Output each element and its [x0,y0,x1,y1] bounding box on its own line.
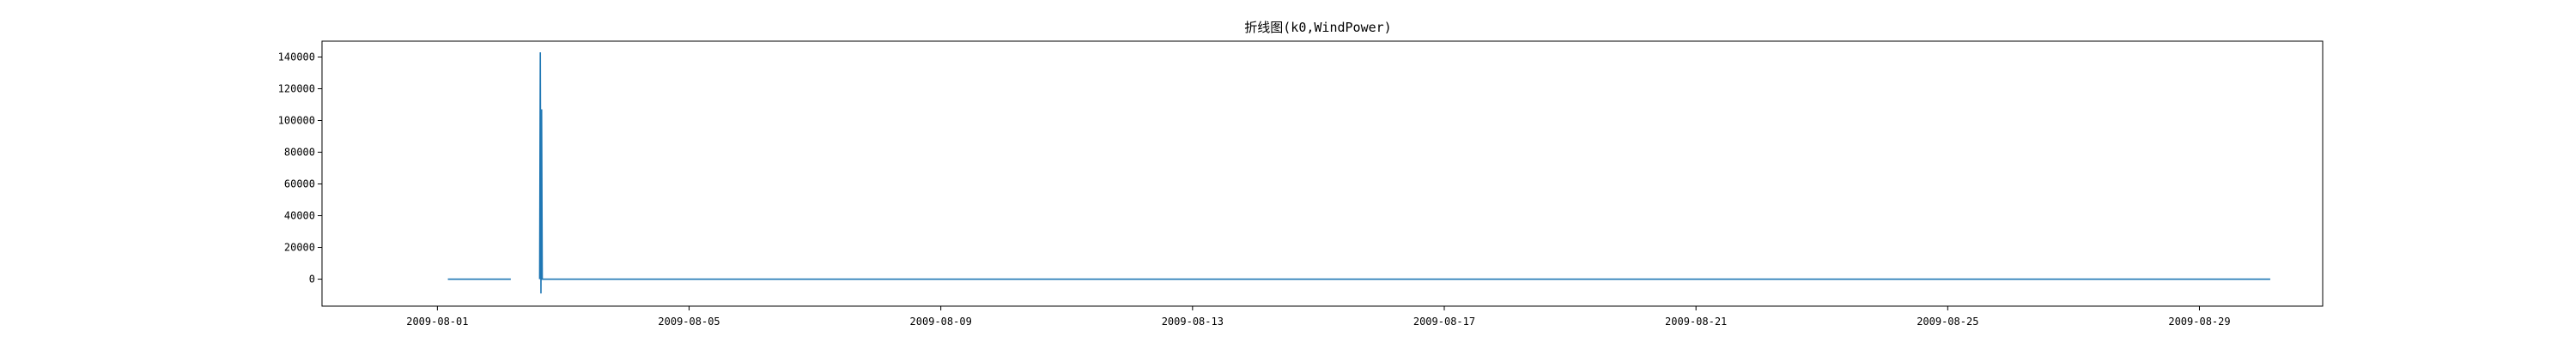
plot-area [447,51,2270,294]
x-tick-label: 2009-08-21 [1665,316,1727,328]
x-tick-label: 2009-08-05 [658,316,720,328]
x-tick-label: 2009-08-01 [406,316,468,328]
y-tick-label: 20000 [284,242,315,254]
series-line [447,51,2270,294]
plot-frame [321,40,2324,307]
x-tick-label: 2009-08-13 [1162,316,1224,328]
y-tick-label: 140000 [278,51,315,63]
x-tick-label: 2009-08-29 [2168,316,2230,328]
y-tick-label: 40000 [284,210,315,222]
y-tick-label: 80000 [284,147,315,159]
y-tick-label: 100000 [278,115,315,127]
y-axis: 0 20000 40000 60000 80000 100000 120000 140000 [278,51,322,286]
y-tick-label: 60000 [284,178,315,190]
x-tick-label: 2009-08-25 [1917,316,1978,328]
y-tick-label: 0 [309,274,315,286]
chart-title: 折线图(k0,WindPower) [1244,20,1391,35]
y-tick-label: 120000 [278,83,315,95]
x-axis: 2009-08-01 2009-08-05 2009-08-09 2009-08-13… [406,306,2231,328]
x-tick-label: 2009-08-17 [1413,316,1475,328]
x-tick-label: 2009-08-09 [910,316,972,328]
